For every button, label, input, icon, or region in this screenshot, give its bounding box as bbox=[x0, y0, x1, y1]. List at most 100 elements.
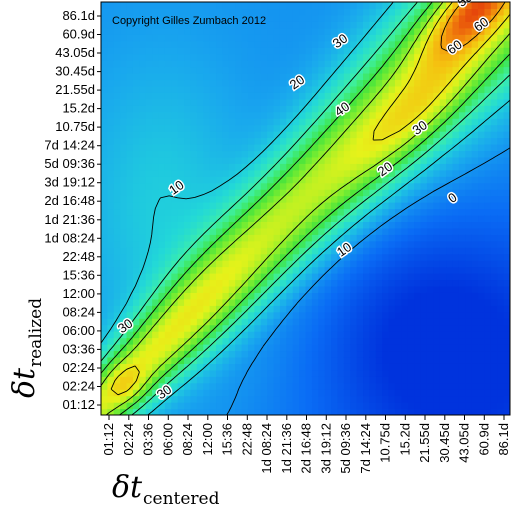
heat-cell bbox=[139, 369, 147, 377]
heat-cell bbox=[318, 253, 326, 261]
heat-cell bbox=[478, 356, 486, 364]
heat-cell bbox=[235, 331, 243, 339]
heat-cell bbox=[299, 182, 307, 190]
heat-cell bbox=[113, 8, 121, 16]
heat-cell bbox=[152, 324, 160, 332]
heat-cell bbox=[222, 356, 230, 364]
heat-cell bbox=[465, 143, 473, 152]
heat-cell bbox=[490, 124, 498, 132]
heat-cell bbox=[484, 66, 492, 74]
heat-cell bbox=[299, 195, 307, 203]
heat-cell bbox=[126, 273, 134, 281]
heat-cell bbox=[401, 260, 409, 268]
heat-cell bbox=[101, 208, 108, 216]
heat-cell bbox=[343, 214, 351, 222]
heat-cell bbox=[433, 79, 441, 87]
heat-cell bbox=[452, 356, 460, 364]
heat-cell bbox=[426, 105, 434, 113]
heat-cell bbox=[254, 382, 262, 390]
heat-cell bbox=[369, 143, 377, 152]
heat-cell bbox=[382, 311, 390, 319]
heat-cell bbox=[286, 105, 294, 113]
heat-cell bbox=[120, 337, 128, 345]
heat-cell bbox=[420, 363, 428, 371]
heat-cell bbox=[458, 376, 466, 384]
heat-cell bbox=[350, 363, 358, 371]
heat-cell bbox=[414, 2, 422, 10]
heat-cell bbox=[478, 324, 486, 332]
heat-cell bbox=[247, 214, 255, 222]
heat-cell bbox=[279, 350, 287, 358]
heat-cell bbox=[497, 247, 505, 255]
heat-cell bbox=[465, 408, 473, 415]
heat-cell bbox=[337, 72, 345, 81]
heat-cell bbox=[177, 21, 185, 29]
heat-cell bbox=[356, 382, 364, 390]
heat-cell bbox=[484, 27, 492, 35]
heat-cell bbox=[267, 337, 275, 345]
heat-cell bbox=[286, 137, 294, 145]
heat-cell bbox=[228, 14, 236, 22]
heat-cell bbox=[299, 234, 307, 242]
heat-cell bbox=[420, 214, 428, 222]
heat-cell bbox=[209, 369, 217, 377]
heat-cell bbox=[286, 356, 294, 364]
heat-cell bbox=[132, 72, 140, 81]
heat-cell bbox=[363, 8, 371, 16]
heat-cell bbox=[356, 266, 364, 274]
heat-cell bbox=[292, 189, 300, 197]
heat-cell bbox=[420, 331, 428, 339]
heat-cell bbox=[382, 176, 390, 184]
heat-cell bbox=[318, 105, 326, 113]
heat-cell bbox=[196, 344, 204, 352]
heat-cell bbox=[299, 402, 307, 410]
heat-cell bbox=[375, 124, 383, 132]
heat-cell bbox=[324, 72, 332, 81]
y-tick-label: 2d 16:48 bbox=[44, 193, 95, 208]
heat-cell bbox=[203, 273, 211, 281]
heat-cell bbox=[363, 124, 371, 132]
heat-cell bbox=[132, 21, 140, 29]
heat-cell bbox=[267, 395, 275, 403]
heat-cell bbox=[458, 60, 466, 68]
heat-cell bbox=[279, 234, 287, 242]
heat-cell bbox=[503, 27, 510, 35]
heat-cell bbox=[490, 253, 498, 261]
heat-cell bbox=[407, 266, 415, 274]
heat-cell bbox=[311, 66, 319, 74]
heat-cell bbox=[267, 66, 275, 74]
heat-cell bbox=[363, 208, 371, 216]
heat-cell bbox=[254, 324, 262, 332]
heat-cell bbox=[324, 285, 332, 293]
heat-cell bbox=[471, 8, 479, 16]
heat-cell bbox=[247, 124, 255, 132]
heat-cell bbox=[273, 305, 281, 313]
heat-cell bbox=[350, 34, 358, 42]
heat-cell bbox=[292, 92, 300, 100]
heat-cell bbox=[292, 253, 300, 261]
heat-cell bbox=[490, 234, 498, 242]
heat-cell bbox=[126, 389, 134, 397]
heat-cell bbox=[120, 21, 128, 29]
heat-cell bbox=[164, 124, 172, 132]
heat-cell bbox=[299, 163, 307, 171]
heat-cell bbox=[292, 150, 300, 158]
heat-cell bbox=[439, 389, 447, 397]
heat-cell bbox=[260, 202, 268, 210]
heat-cell bbox=[478, 318, 486, 326]
heat-cell bbox=[260, 79, 268, 87]
heat-cell bbox=[286, 253, 294, 261]
heat-cell bbox=[126, 189, 134, 197]
heat-cell bbox=[267, 221, 275, 229]
heat-cell bbox=[113, 247, 121, 255]
heat-cell bbox=[260, 298, 268, 306]
heat-cell bbox=[343, 137, 351, 145]
heat-cell bbox=[254, 214, 262, 222]
heat-cell bbox=[279, 395, 287, 403]
heat-cell bbox=[478, 344, 486, 352]
plot-frame bbox=[100, 1, 511, 416]
heat-cell bbox=[101, 318, 108, 326]
heat-cell bbox=[120, 156, 128, 164]
heat-cell bbox=[196, 240, 204, 248]
heat-cell bbox=[152, 369, 160, 377]
